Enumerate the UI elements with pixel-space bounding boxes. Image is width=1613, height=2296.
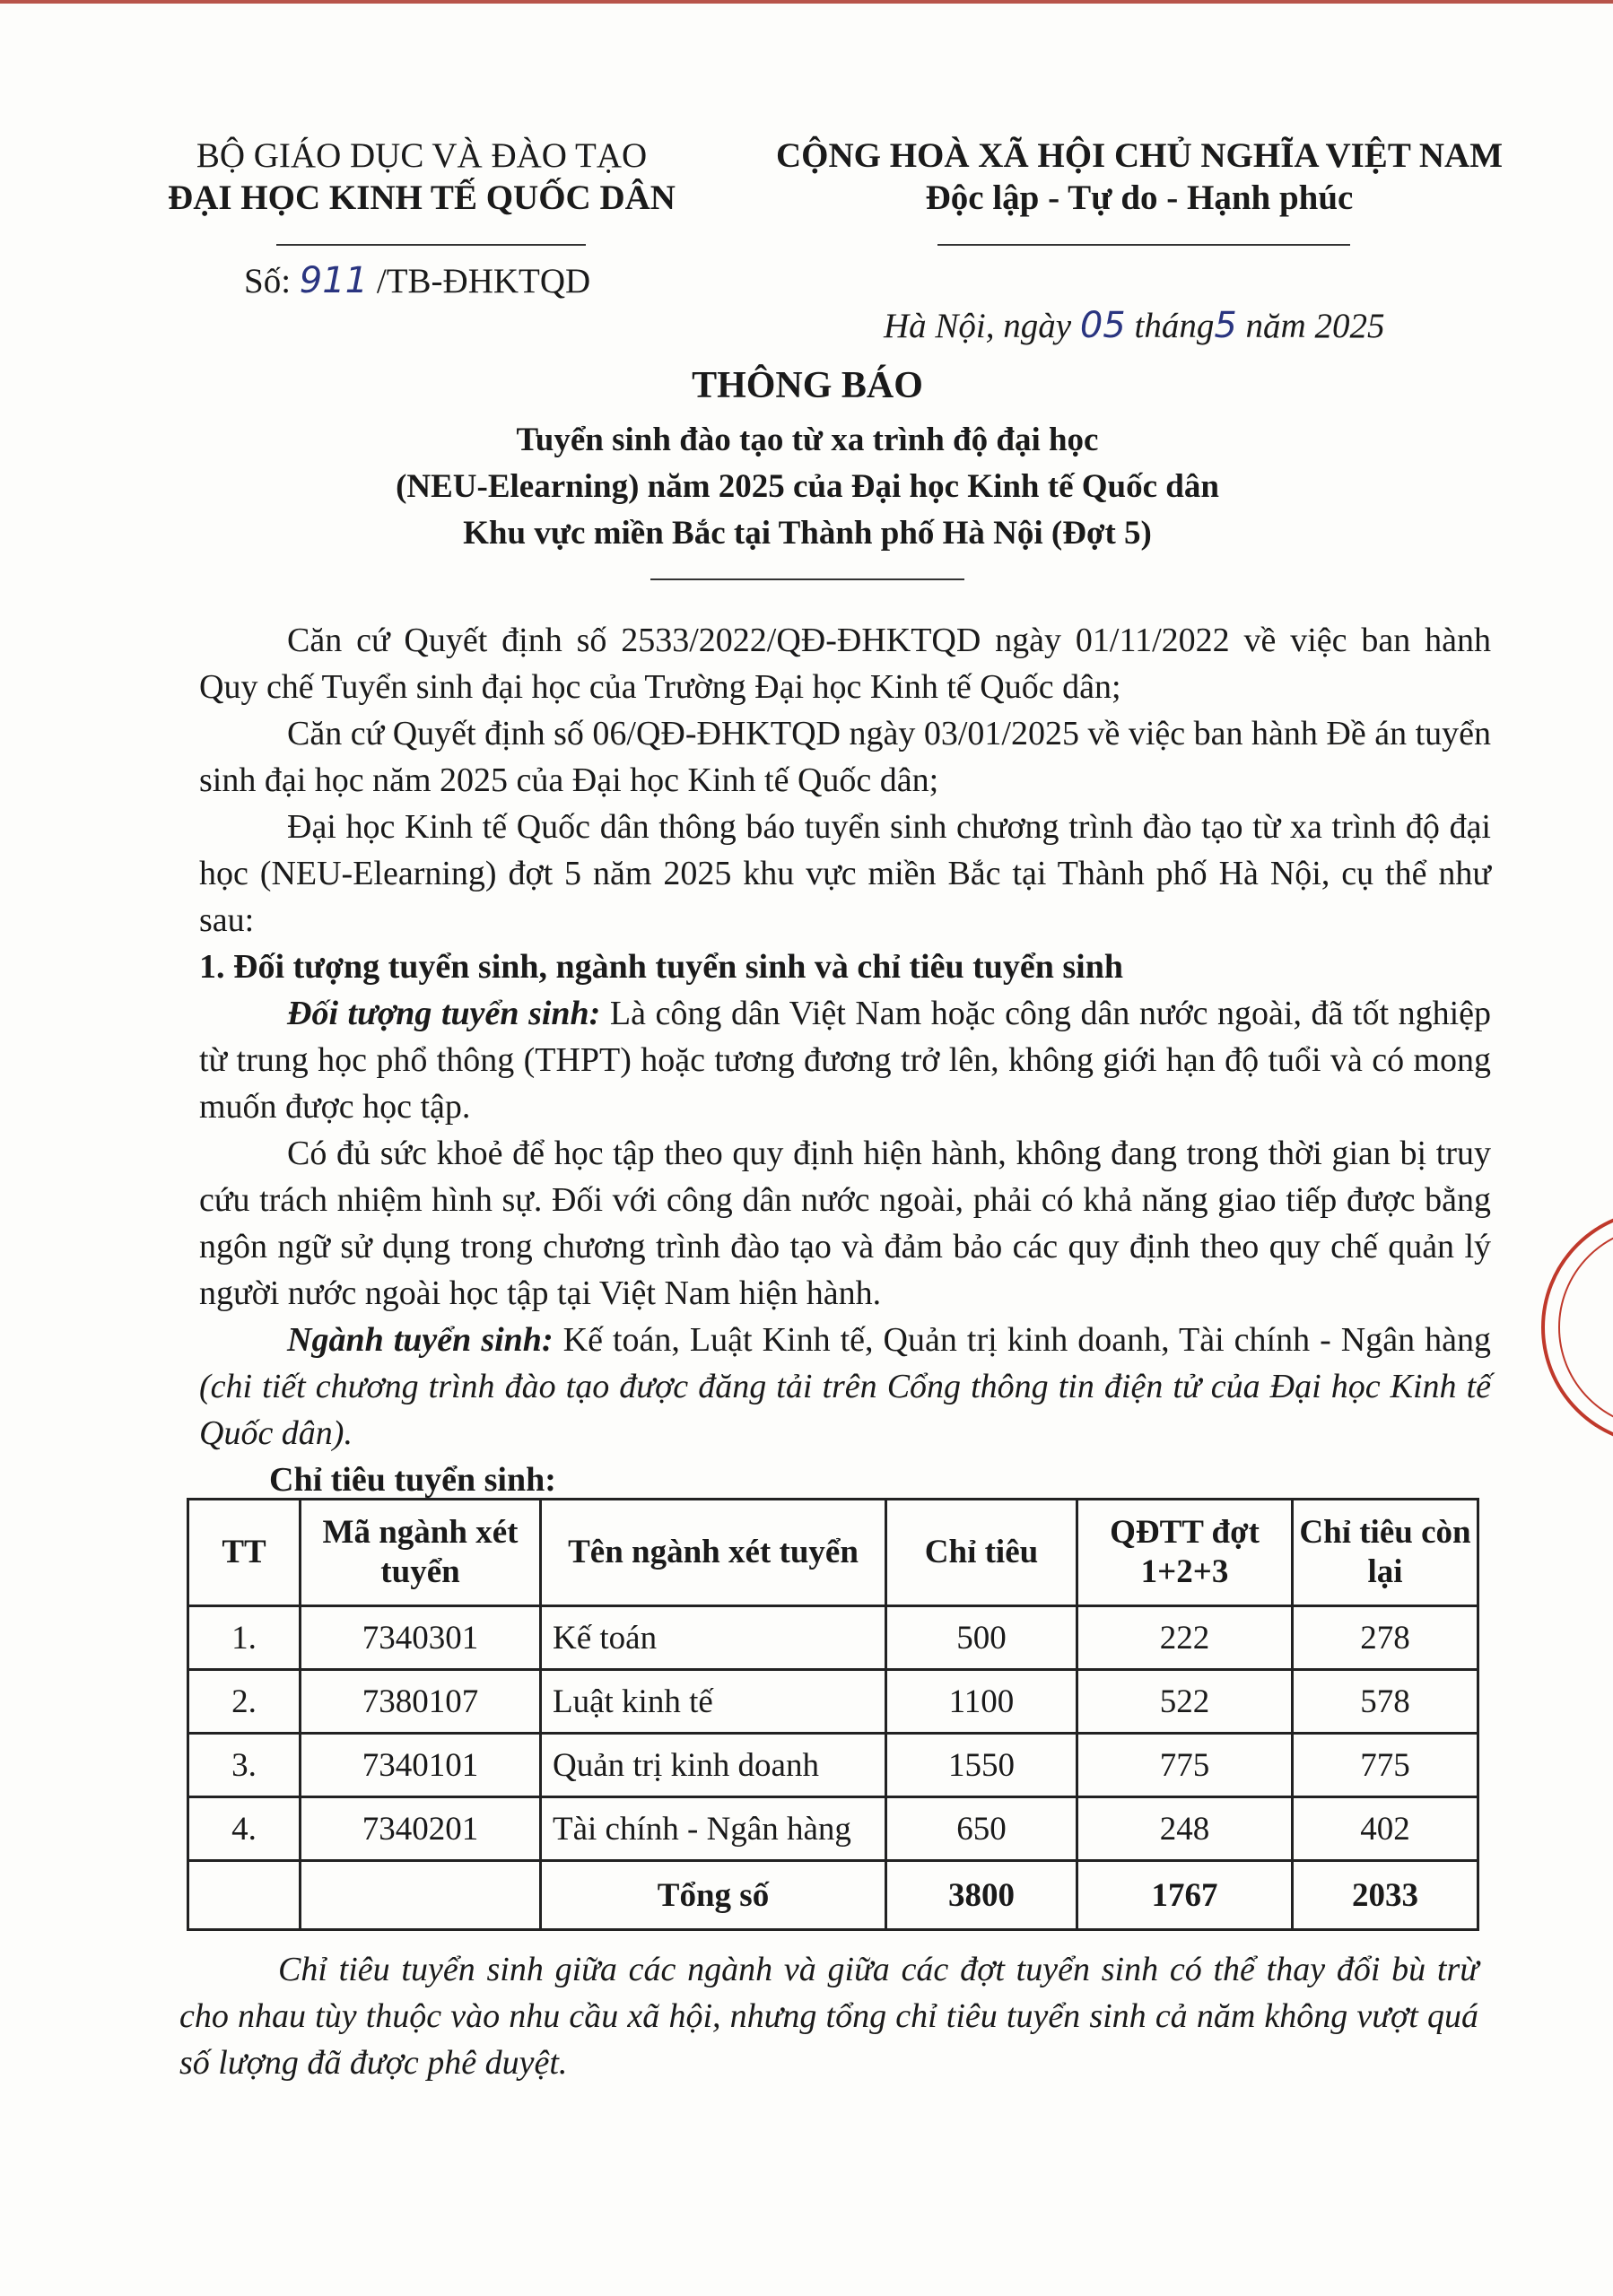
table-row: 1. 7340301 Kế toán 500 222 278 bbox=[187, 1605, 1479, 1671]
document-subtitle: Tuyển sinh đào tạo từ xa trình độ đại họ… bbox=[396, 422, 1219, 552]
table-row: 2. 7380107 Luật kinh tế 1100 522 578 bbox=[187, 1668, 1479, 1735]
table-header-row: TT Mã ngành xét tuyển Tên ngành xét tuyể… bbox=[187, 1498, 1479, 1607]
divider bbox=[276, 244, 586, 246]
national-header: CỘNG HOÀ XÃ HỘI CHỦ NGHĨA VIỆT NAM Độc l… bbox=[772, 135, 1507, 219]
divider bbox=[937, 244, 1350, 246]
ministry-name: BỘ GIÁO DỤC VÀ ĐÀO TẠO bbox=[196, 136, 648, 175]
issuer-block: BỘ GIÁO DỤC VÀ ĐÀO TẠO ĐẠI HỌC KINH TẾ Q… bbox=[153, 135, 691, 219]
document-number: Số: 911 /TB-ĐHKTQD bbox=[244, 260, 591, 301]
quota-note: Chỉ tiêu tuyển sinh giữa các ngành và gi… bbox=[179, 1951, 1478, 2082]
seal-inner-ring bbox=[1558, 1237, 1613, 1418]
page-top-edge bbox=[0, 0, 1613, 4]
document-body: Căn cứ Quyết định số 2533/2022/QĐ-ĐHKTQD… bbox=[199, 617, 1491, 1503]
table-row: 4. 7340201 Tài chính - Ngân hàng 650 248 402 bbox=[187, 1796, 1479, 1862]
document-title: THÔNG BÁO bbox=[692, 365, 923, 406]
handwritten-number: 911 bbox=[299, 260, 369, 301]
motto: Độc lập - Tự do - Hạnh phúc bbox=[925, 178, 1354, 217]
university-name: ĐẠI HỌC KINH TẾ QUỐC DÂN bbox=[168, 178, 676, 217]
paragraph: Có đủ sức khoẻ để học tập theo quy định … bbox=[199, 1135, 1491, 1312]
red-seal bbox=[1541, 1218, 1613, 1437]
divider bbox=[650, 578, 964, 580]
section-heading: 1. Đối tượng tuyển sinh, ngành tuyển sin… bbox=[199, 948, 1124, 986]
paragraph: Căn cứ Quyết định số 2533/2022/QĐ-ĐHKTQD… bbox=[199, 622, 1491, 706]
table-total-row: Tổng số 3800 1767 2033 bbox=[187, 1859, 1479, 1931]
paragraph: Ngành tuyển sinh: Kế toán, Luật Kinh tế,… bbox=[199, 1321, 1491, 1452]
paragraph: Đại học Kinh tế Quốc dân thông báo tuyển… bbox=[199, 808, 1491, 939]
paragraph: Đối tượng tuyển sinh: Là công dân Việt N… bbox=[199, 995, 1491, 1126]
quota-table: TT Mã ngành xét tuyển Tên ngành xét tuyể… bbox=[187, 1498, 1479, 1931]
paragraph: Căn cứ Quyết định số 06/QĐ-ĐHKTQD ngày 0… bbox=[199, 715, 1491, 799]
country-name: CỘNG HOÀ XÃ HỘI CHỦ NGHĨA VIỆT NAM bbox=[775, 136, 1504, 175]
issue-date: Hà Nội, ngày 05 tháng5 năm 2025 bbox=[884, 305, 1385, 346]
quota-label: Chỉ tiêu tuyển sinh: bbox=[269, 1461, 556, 1499]
table-row: 3. 7340101 Quản trị kinh doanh 1550 775 775 bbox=[187, 1732, 1479, 1798]
seal-outer-ring bbox=[1541, 1218, 1613, 1437]
